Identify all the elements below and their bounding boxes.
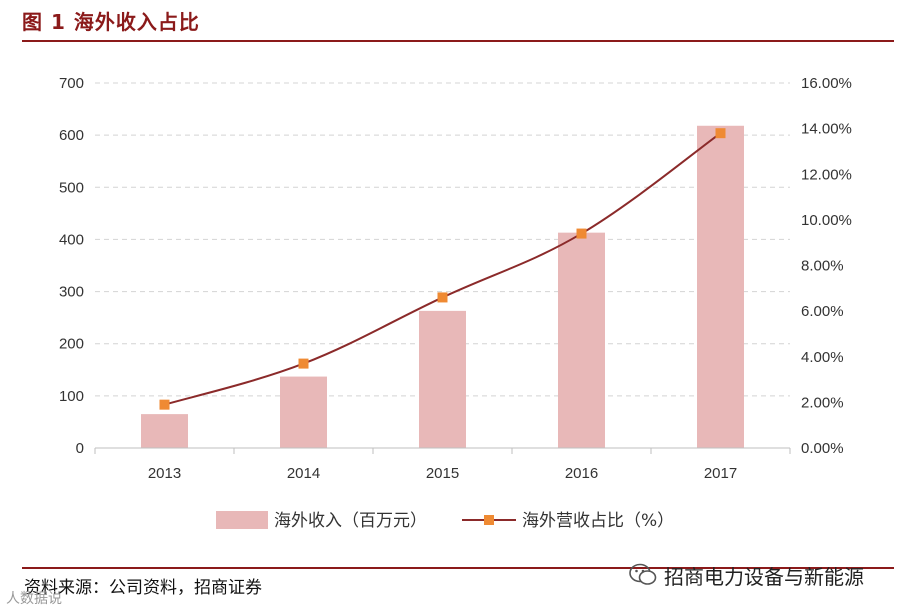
y-right-tick-label: 16.00% bbox=[801, 75, 852, 92]
legend-bar-swatch bbox=[216, 511, 268, 529]
y-left-tick-label: 500 bbox=[59, 179, 84, 196]
share-marker-2017 bbox=[715, 128, 726, 139]
watermark-text: 招商电力设备与新能源 bbox=[664, 564, 864, 589]
y-right-tick-label: 8.00% bbox=[801, 258, 844, 275]
bar-2014 bbox=[280, 376, 327, 448]
figure-title: 图 1 海外收入占比 bbox=[22, 10, 200, 34]
wechat-watermark: 招商电力设备与新能源 bbox=[628, 560, 864, 590]
x-tick-label: 2015 bbox=[426, 465, 459, 482]
y-right-tick-label: 4.00% bbox=[801, 349, 844, 366]
x-tick-label: 2017 bbox=[704, 465, 737, 482]
source-note: 资料来源：公司资料，招商证券 bbox=[24, 578, 262, 598]
y-right-tick-label: 14.00% bbox=[801, 121, 852, 138]
y-right-tick-label: 2.00% bbox=[801, 394, 844, 411]
title-divider bbox=[22, 40, 894, 42]
share-marker-2013 bbox=[159, 399, 170, 410]
bar-2016 bbox=[558, 232, 605, 448]
y-left-tick-label: 200 bbox=[59, 336, 84, 353]
x-tick-label: 2013 bbox=[148, 465, 181, 482]
bar-2013 bbox=[141, 414, 188, 448]
y-left-tick-label: 700 bbox=[59, 75, 84, 92]
footer-divider bbox=[22, 567, 894, 569]
y-right-tick-label: 12.00% bbox=[801, 166, 852, 183]
y-left-tick-label: 600 bbox=[59, 127, 84, 144]
y-left-tick-label: 400 bbox=[59, 231, 84, 248]
y-right-tick-label: 0.00% bbox=[801, 440, 844, 457]
x-tick-label: 2014 bbox=[287, 465, 320, 482]
share-marker-2015 bbox=[437, 292, 448, 303]
bar-2017 bbox=[697, 125, 744, 448]
share-marker-2014 bbox=[298, 358, 309, 369]
x-tick-label: 2016 bbox=[565, 465, 598, 482]
bar-2015 bbox=[419, 310, 466, 448]
y-left-tick-label: 300 bbox=[59, 284, 84, 301]
y-right-tick-label: 10.00% bbox=[801, 212, 852, 229]
corner-watermark: 人数据说 bbox=[6, 591, 62, 607]
legend-line-marker bbox=[484, 515, 494, 525]
y-left-tick-label: 100 bbox=[59, 388, 84, 405]
wechat-icon bbox=[629, 563, 657, 585]
y-right-tick-label: 6.00% bbox=[801, 303, 844, 320]
legend-bar-label: 海外收入（百万元） bbox=[274, 511, 427, 531]
y-left-tick-label: 0 bbox=[76, 440, 84, 457]
legend-line-label: 海外营收占比（%） bbox=[522, 511, 674, 531]
share-marker-2016 bbox=[576, 228, 587, 239]
